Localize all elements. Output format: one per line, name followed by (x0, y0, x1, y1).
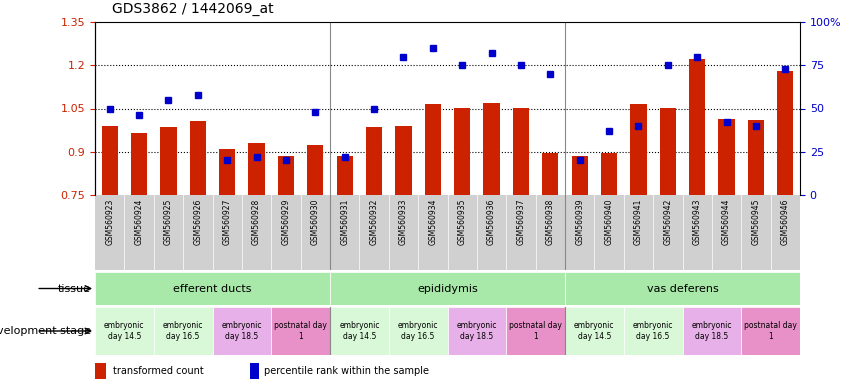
Text: embryonic
day 16.5: embryonic day 16.5 (398, 321, 438, 341)
Text: efferent ducts: efferent ducts (173, 283, 251, 293)
Text: embryonic
day 14.5: embryonic day 14.5 (574, 321, 615, 341)
Text: tissue: tissue (58, 283, 91, 293)
Text: embryonic
day 18.5: embryonic day 18.5 (691, 321, 733, 341)
Text: development stage: development stage (0, 326, 91, 336)
Text: GSM560925: GSM560925 (164, 199, 173, 245)
Bar (659, 109, 676, 195)
Bar (683, 307, 741, 355)
Bar (454, 109, 470, 195)
Bar (741, 307, 800, 355)
Text: GSM560938: GSM560938 (546, 199, 555, 245)
Bar (220, 149, 235, 195)
Text: postnatal day
1: postnatal day 1 (744, 321, 797, 341)
Bar (565, 272, 800, 305)
Bar (484, 103, 500, 195)
Text: GSM560931: GSM560931 (341, 199, 349, 245)
Text: percentile rank within the sample: percentile rank within the sample (264, 366, 429, 376)
Bar (336, 156, 352, 195)
Text: GSM560928: GSM560928 (252, 199, 261, 245)
Text: GSM560937: GSM560937 (516, 199, 526, 245)
Text: postnatal day
1: postnatal day 1 (274, 321, 327, 341)
Bar (542, 153, 558, 195)
Bar (190, 121, 206, 195)
Text: GSM560945: GSM560945 (752, 199, 760, 245)
Text: GSM560927: GSM560927 (223, 199, 231, 245)
Bar (777, 71, 793, 195)
Bar (131, 133, 147, 195)
Bar (307, 144, 324, 195)
Text: embryonic
day 14.5: embryonic day 14.5 (104, 321, 145, 341)
Bar (366, 127, 382, 195)
Text: embryonic
day 14.5: embryonic day 14.5 (339, 321, 379, 341)
Text: embryonic
day 18.5: embryonic day 18.5 (457, 321, 497, 341)
Text: embryonic
day 16.5: embryonic day 16.5 (163, 321, 204, 341)
Text: GSM560926: GSM560926 (193, 199, 203, 245)
Bar (425, 104, 441, 195)
Bar (95, 363, 106, 379)
Text: postnatal day
1: postnatal day 1 (509, 321, 562, 341)
Bar (389, 307, 447, 355)
Bar (395, 126, 411, 195)
Bar (330, 307, 389, 355)
Bar (272, 307, 330, 355)
Text: GSM560941: GSM560941 (634, 199, 643, 245)
Text: vas deferens: vas deferens (647, 283, 718, 293)
Text: embryonic
day 18.5: embryonic day 18.5 (222, 321, 262, 341)
Bar (95, 307, 154, 355)
Bar (95, 272, 330, 305)
Text: GSM560934: GSM560934 (428, 199, 437, 245)
Bar (213, 307, 272, 355)
Bar (248, 143, 265, 195)
Bar (689, 60, 706, 195)
Text: GSM560939: GSM560939 (575, 199, 584, 245)
Text: GSM560929: GSM560929 (282, 199, 290, 245)
Bar (278, 156, 294, 195)
Text: GSM560944: GSM560944 (722, 199, 731, 245)
Text: GSM560935: GSM560935 (458, 199, 467, 245)
Text: GSM560933: GSM560933 (399, 199, 408, 245)
Bar (161, 127, 177, 195)
Text: GDS3862 / 1442069_at: GDS3862 / 1442069_at (112, 2, 273, 16)
Text: GSM560943: GSM560943 (693, 199, 701, 245)
Bar (447, 307, 506, 355)
Bar (572, 156, 588, 195)
Text: GSM560923: GSM560923 (105, 199, 114, 245)
Text: epididymis: epididymis (417, 283, 478, 293)
Bar (513, 109, 529, 195)
Text: GSM560924: GSM560924 (135, 199, 144, 245)
Bar (506, 307, 565, 355)
Text: GSM560936: GSM560936 (487, 199, 496, 245)
Text: transformed count: transformed count (113, 366, 204, 376)
Text: GSM560932: GSM560932 (369, 199, 378, 245)
Bar (102, 126, 118, 195)
Text: GSM560940: GSM560940 (605, 199, 614, 245)
Text: embryonic
day 16.5: embryonic day 16.5 (633, 321, 674, 341)
Text: GSM560946: GSM560946 (780, 199, 790, 245)
Bar (565, 307, 624, 355)
Text: GSM560942: GSM560942 (664, 199, 672, 245)
Bar (718, 119, 735, 195)
Bar (154, 307, 213, 355)
Bar (748, 120, 764, 195)
Bar (250, 363, 259, 379)
Bar (624, 307, 683, 355)
Bar (631, 104, 647, 195)
Bar (330, 272, 565, 305)
Text: GSM560930: GSM560930 (311, 199, 320, 245)
Bar (601, 153, 617, 195)
